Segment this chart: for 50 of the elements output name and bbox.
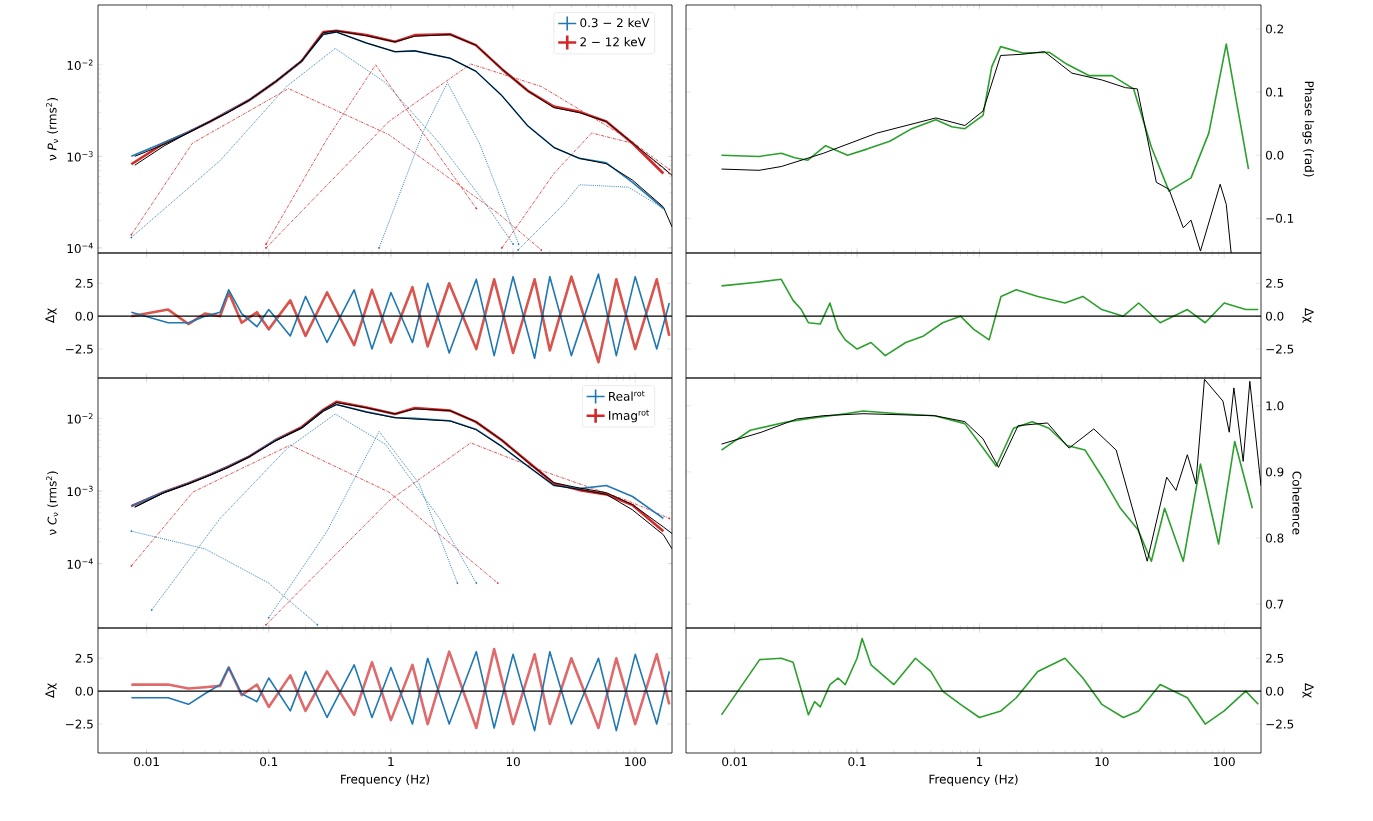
y-tick-label: 10$^{−2}$ [67,413,93,424]
legend-label: Real$^{rot}$ [609,390,645,401]
y-tick-label: 2.5 [1266,278,1284,288]
x-tick-label: 1 [976,757,983,766]
legend-label: 2 − 12 keV [580,37,646,47]
y-tick-label: 0.7 [1265,599,1284,609]
y-tick-label: 0.2 [1265,24,1284,34]
x-tick-label: 100 [625,757,646,767]
y-axis-title: Δχ [45,683,57,698]
legend-label: 0.3 − 2 keV [580,18,650,28]
y-tick-label: 0.9 [1265,467,1284,477]
y-tick-label: 10$^{−3}$ [67,485,93,497]
x-tick-label: 0.1 [848,757,866,767]
x-tick-label: 100 [1214,757,1235,767]
y-tick-label: 10$^{−2}$ [67,59,93,71]
x-tick-label: 0.01 [722,757,747,767]
legend-label: Imag$^{rot}$ [609,409,649,423]
y-tick-label: 2.5 [75,278,93,288]
y-tick-label: 10$^{−3}$ [67,151,93,162]
x-tick-label: 1 [388,757,394,766]
y-tick-label: 10$^{−4}$ [67,242,93,254]
y-tick-label: −2.5 [66,719,93,729]
y-axis-title: ν P$_{ν}$ (rms$^{2}$) [46,98,59,161]
x-tick-label: 0.1 [260,757,278,767]
y-tick-label: −0.1 [1266,213,1294,223]
y-tick-label: 0.0 [75,311,94,321]
x-tick-label: 0.01 [134,757,159,767]
y-axis-title: Phase lags (rad) [1302,81,1314,177]
y-tick-label: 2.5 [1266,653,1284,663]
y-tick-label: 2.5 [75,653,93,663]
x-tick-label: 10 [506,757,520,767]
y-tick-label: 10$^{−4}$ [67,558,93,569]
y-tick-label: 0.0 [1265,311,1284,321]
y-tick-label: 0.0 [1265,686,1284,696]
y-tick-label: −2.5 [66,344,93,354]
y-axis-title: Δχ [1302,683,1314,698]
x-axis-title: Frequency (Hz) [929,774,1018,786]
y-axis-title: Δχ [1302,308,1314,323]
y-axis-title: Coherence [1292,471,1302,535]
y-tick-label: 0.8 [1265,533,1284,543]
y-axis-title: Δχ [45,308,57,323]
x-axis-title: Frequency (Hz) [341,774,430,786]
y-tick-label: 0.1 [1265,87,1284,97]
x-tick-label: 10 [1095,757,1109,767]
y-tick-label: 0.0 [75,686,94,696]
y-tick-label: 0.0 [1265,150,1284,160]
y-tick-label: −2.5 [1266,719,1294,729]
y-axis-title: ν C$_{ν}$ (rms$^{2}$) [46,471,59,536]
y-tick-label: −2.5 [1266,344,1294,354]
y-tick-label: 1.0 [1266,401,1284,411]
